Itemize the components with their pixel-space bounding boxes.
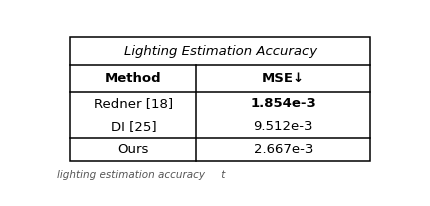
- Text: 2.667e-3: 2.667e-3: [254, 143, 313, 156]
- Text: 9.512e-3: 9.512e-3: [254, 120, 313, 133]
- Text: MSE↓: MSE↓: [262, 72, 305, 85]
- Text: 1.854e-3: 1.854e-3: [251, 97, 316, 110]
- Text: DI [25]: DI [25]: [111, 120, 156, 133]
- Text: Redner [18]: Redner [18]: [94, 97, 173, 110]
- Text: Method: Method: [105, 72, 162, 85]
- Text: lighting estimation accuracy     t: lighting estimation accuracy t: [57, 170, 225, 180]
- Text: Ours: Ours: [118, 143, 149, 156]
- Bar: [71, 37, 370, 161]
- Text: Lighting Estimation Accuracy: Lighting Estimation Accuracy: [124, 44, 317, 57]
